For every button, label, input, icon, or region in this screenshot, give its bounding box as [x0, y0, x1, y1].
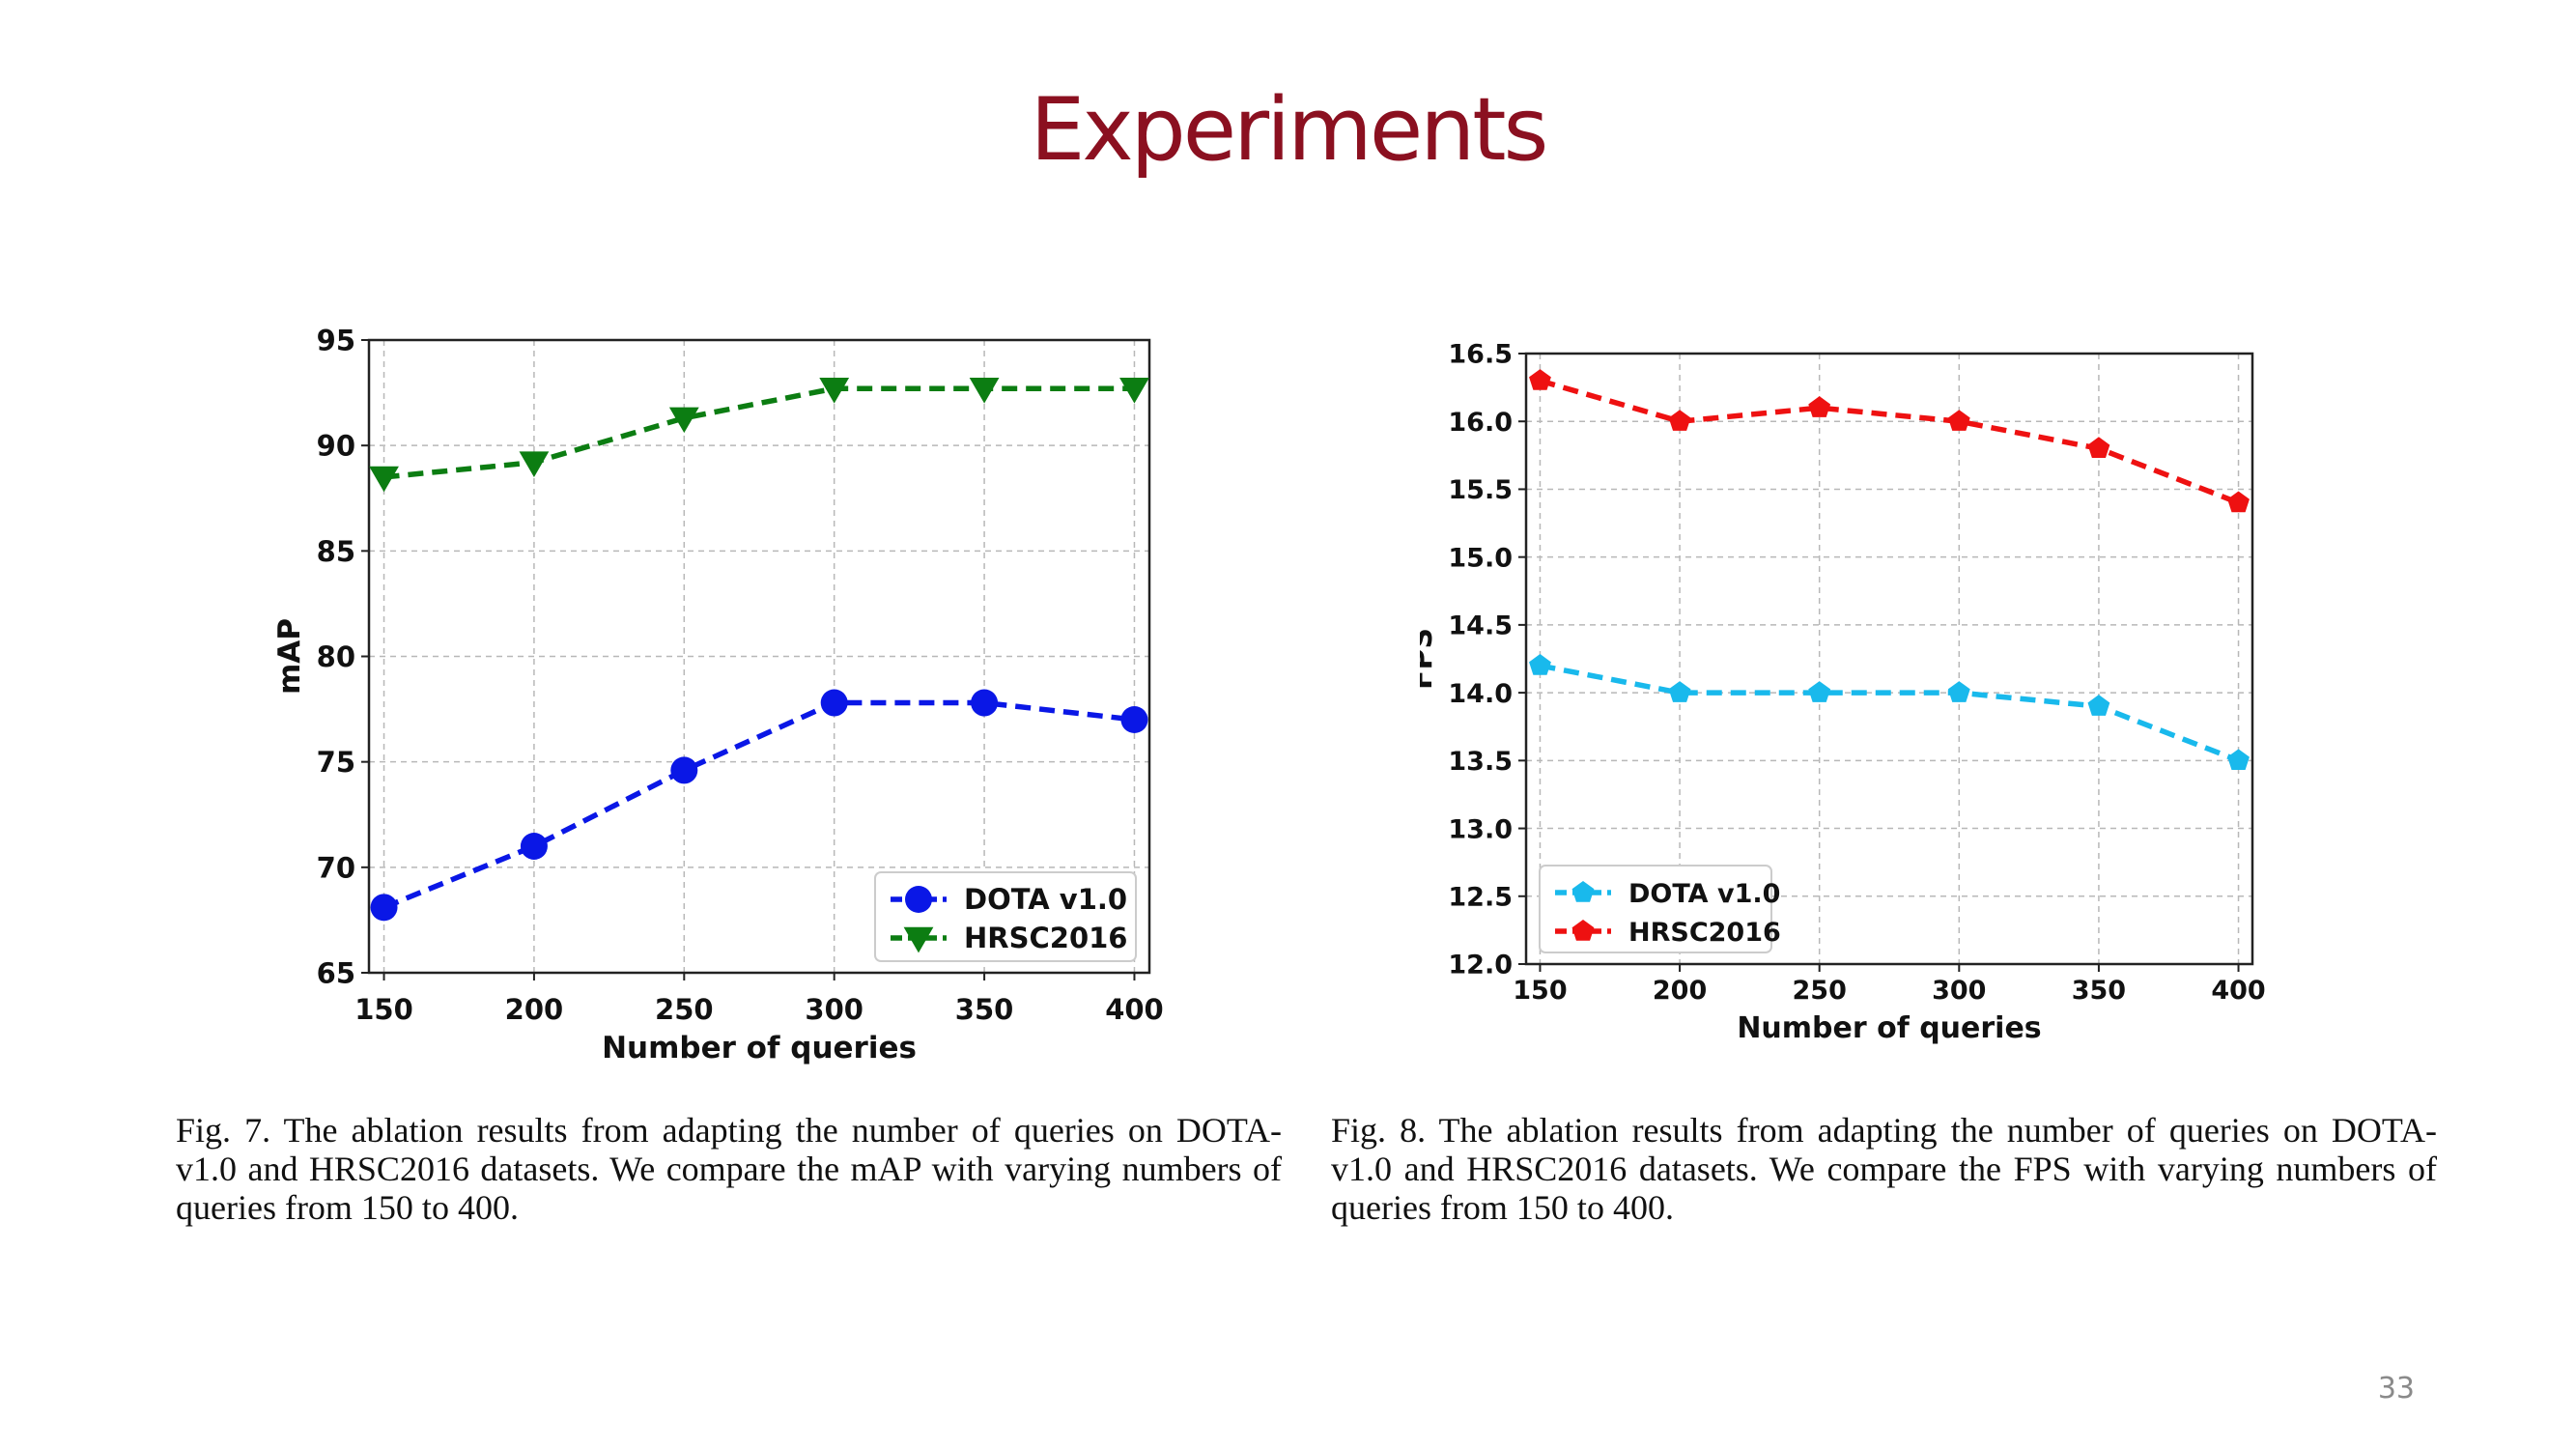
map-chart-series-dota-v1-0-point	[971, 689, 999, 717]
map-chart-series-hrsc2016-point	[668, 407, 699, 434]
map-chart-series-hrsc2016-point	[969, 378, 1000, 404]
fps-chart-series-hrsc2016	[1529, 369, 2250, 513]
fps-chart-x-tick-label: 300	[1932, 976, 1986, 1006]
fps-chart-y-tick-label: 15.0	[1448, 543, 1513, 573]
fps-chart-legend-marker	[1571, 920, 1595, 941]
map-chart-x-tick-label: 200	[505, 993, 564, 1026]
fps-chart-series-hrsc2016-point	[1808, 396, 1831, 417]
fps-chart-series-hrsc2016-point	[1668, 410, 1691, 431]
fps-chart-x-tick-label: 250	[1793, 976, 1847, 1006]
map-chart-series-hrsc2016-point	[819, 378, 850, 404]
map-chart-series-dota-v1-0-point	[1120, 706, 1148, 733]
map-chart-series-dota-v1-0-point	[520, 833, 548, 860]
map-chart-y-tick-label: 90	[317, 430, 355, 463]
fps-chart-series-dota-v1-0-point	[1529, 654, 1551, 675]
map-chart-legend-label: HRSC2016	[964, 922, 1127, 954]
map-chart-legend-box	[874, 871, 1137, 962]
fps-chart-series-dota-v1-0	[1529, 654, 2250, 771]
fps-chart-legend-label: DOTA v1.0	[1628, 879, 1780, 909]
fps-chart-y-tick-label: 14.5	[1448, 611, 1513, 641]
map-chart-series-hrsc2016-line	[383, 385, 1135, 480]
fps-chart-y-tick-label: 12.5	[1448, 882, 1513, 912]
chart-fps-vs-queries: 150 200 250 300 350 400 12.0 12.5 13.0 13.5 14.0 14…	[1420, 340, 2266, 1045]
fps-chart-y-tick-label: 13.5	[1448, 747, 1513, 777]
fps-chart-series-dota-v1-0-point	[1808, 681, 1831, 702]
fps-chart-legend: DOTA v1.0 HRSC2016	[1539, 865, 1781, 953]
fps-chart-plot-frame	[1524, 352, 2254, 966]
fps-chart-y-tick-label: 14.0	[1448, 679, 1513, 709]
map-chart-series-dota-v1-0-point	[670, 756, 698, 784]
fps-chart-x-tick-label: 350	[2072, 976, 2126, 1006]
fps-chart-series-hrsc2016-point	[1529, 369, 1551, 390]
map-chart-legend-marker	[905, 886, 932, 913]
map-chart-y-tick-label: 75	[317, 746, 355, 779]
fps-chart-y-tick-label: 16.5	[1448, 340, 1513, 370]
map-chart-y-tick-label: 80	[317, 640, 355, 673]
fps-chart-y-axis-label: FPS	[1420, 628, 1439, 690]
fps-chart-series-dota-v1-0-point	[1668, 681, 1691, 702]
map-chart-x-axis-label: Number of queries	[602, 1031, 917, 1065]
figure-8-caption: Fig. 8. The ablation results from adapti…	[1331, 1111, 2437, 1227]
map-chart-y-tick-label: 95	[317, 324, 355, 356]
map-chart-series-dota-v1-0	[370, 689, 1148, 922]
map-chart-y-axis-label: mAP	[272, 618, 307, 695]
map-chart-legend: DOTA v1.0 HRSC2016	[874, 871, 1137, 962]
map-chart-series-hrsc2016	[369, 378, 1149, 493]
map-chart-series-dota-v1-0-point	[820, 689, 848, 717]
fps-chart-y-tick-label: 12.0	[1448, 951, 1513, 980]
map-chart-y-tick-label: 85	[317, 535, 355, 568]
fps-chart-y-tick-label: 16.0	[1448, 408, 1513, 438]
map-chart-x-tick-label: 300	[805, 993, 863, 1026]
fps-chart-y-tick-label: 15.5	[1448, 475, 1513, 505]
map-chart-series-hrsc2016-point	[519, 451, 550, 478]
fps-chart-series-hrsc2016-point	[2227, 491, 2250, 513]
map-chart-legend-marker	[903, 926, 934, 953]
fps-chart-y-tick-label: 13.0	[1448, 814, 1513, 844]
fps-chart-x-axis-label: Number of queries	[1737, 1011, 2041, 1045]
slide-title: Experiments	[1030, 79, 1549, 181]
map-chart-x-tick-label: 350	[955, 993, 1014, 1026]
fps-chart-series-hrsc2016-line	[1539, 378, 2240, 506]
map-chart-series-dota-v1-0-point	[370, 894, 398, 922]
fps-chart-legend-marker	[1571, 881, 1595, 902]
chart-map-vs-queries: 150 200 250 300 350 400 65 70 75 80 85 90 95 Number o…	[272, 324, 1164, 1065]
map-chart-x-tick-label: 400	[1105, 993, 1164, 1026]
page-number: 33	[2377, 1372, 2415, 1406]
fps-chart-x-tick-label: 400	[2211, 976, 2265, 1006]
map-chart-y-tick-label: 65	[317, 956, 355, 989]
fps-chart-series-hrsc2016-point	[1947, 410, 1970, 431]
fps-chart-series-hrsc2016-point	[2087, 437, 2110, 459]
fps-chart-x-tick-label: 200	[1653, 976, 1707, 1006]
fps-chart-x-tick-label: 150	[1513, 976, 1567, 1006]
map-chart-series-hrsc2016-point	[369, 466, 399, 493]
fps-chart-legend-label: HRSC2016	[1628, 918, 1781, 948]
map-chart-legend-label: DOTA v1.0	[964, 883, 1127, 916]
fps-chart-series-dota-v1-0-point	[1947, 681, 1970, 702]
fps-chart-series-dota-v1-0-point	[2087, 695, 2110, 716]
figure-7-caption: Fig. 7. The ablation results from adapti…	[176, 1111, 1282, 1227]
fps-chart-series-dota-v1-0-point	[2227, 749, 2250, 771]
fps-chart-series-dota-v1-0-line	[1539, 663, 2240, 763]
map-chart-series-hrsc2016-point	[1119, 378, 1149, 404]
map-chart-x-tick-label: 250	[655, 993, 714, 1026]
map-chart-x-tick-label: 150	[354, 993, 413, 1026]
map-chart-series-dota-v1-0-line	[382, 699, 1135, 910]
map-chart-y-tick-label: 70	[317, 851, 355, 884]
